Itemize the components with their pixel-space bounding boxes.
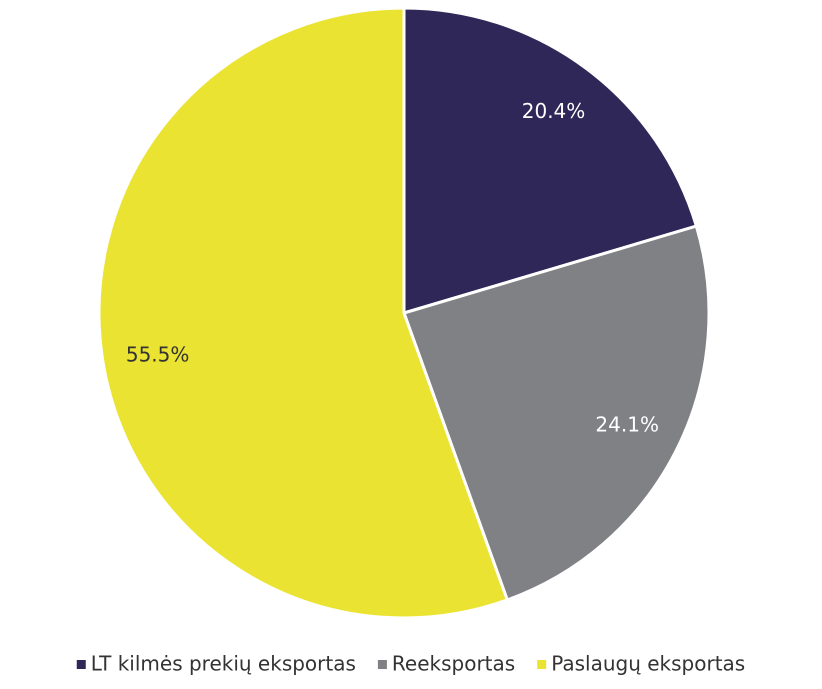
legend-label: Reeksportas: [392, 652, 515, 676]
legend-label: LT kilmės prekių eksportas: [91, 652, 356, 676]
legend-marker: [377, 660, 387, 669]
pie-slice: [402, 6, 699, 316]
data-label: 24.1%: [595, 412, 659, 436]
data-label: 20.4%: [522, 99, 586, 123]
pie-slice: [402, 224, 711, 602]
pie-slice: [97, 6, 510, 620]
data-label: 55.5%: [126, 342, 190, 366]
legend-label: Paslaugų eksportas: [551, 652, 745, 676]
legend-marker: [537, 660, 547, 669]
legend-marker: [76, 660, 86, 669]
